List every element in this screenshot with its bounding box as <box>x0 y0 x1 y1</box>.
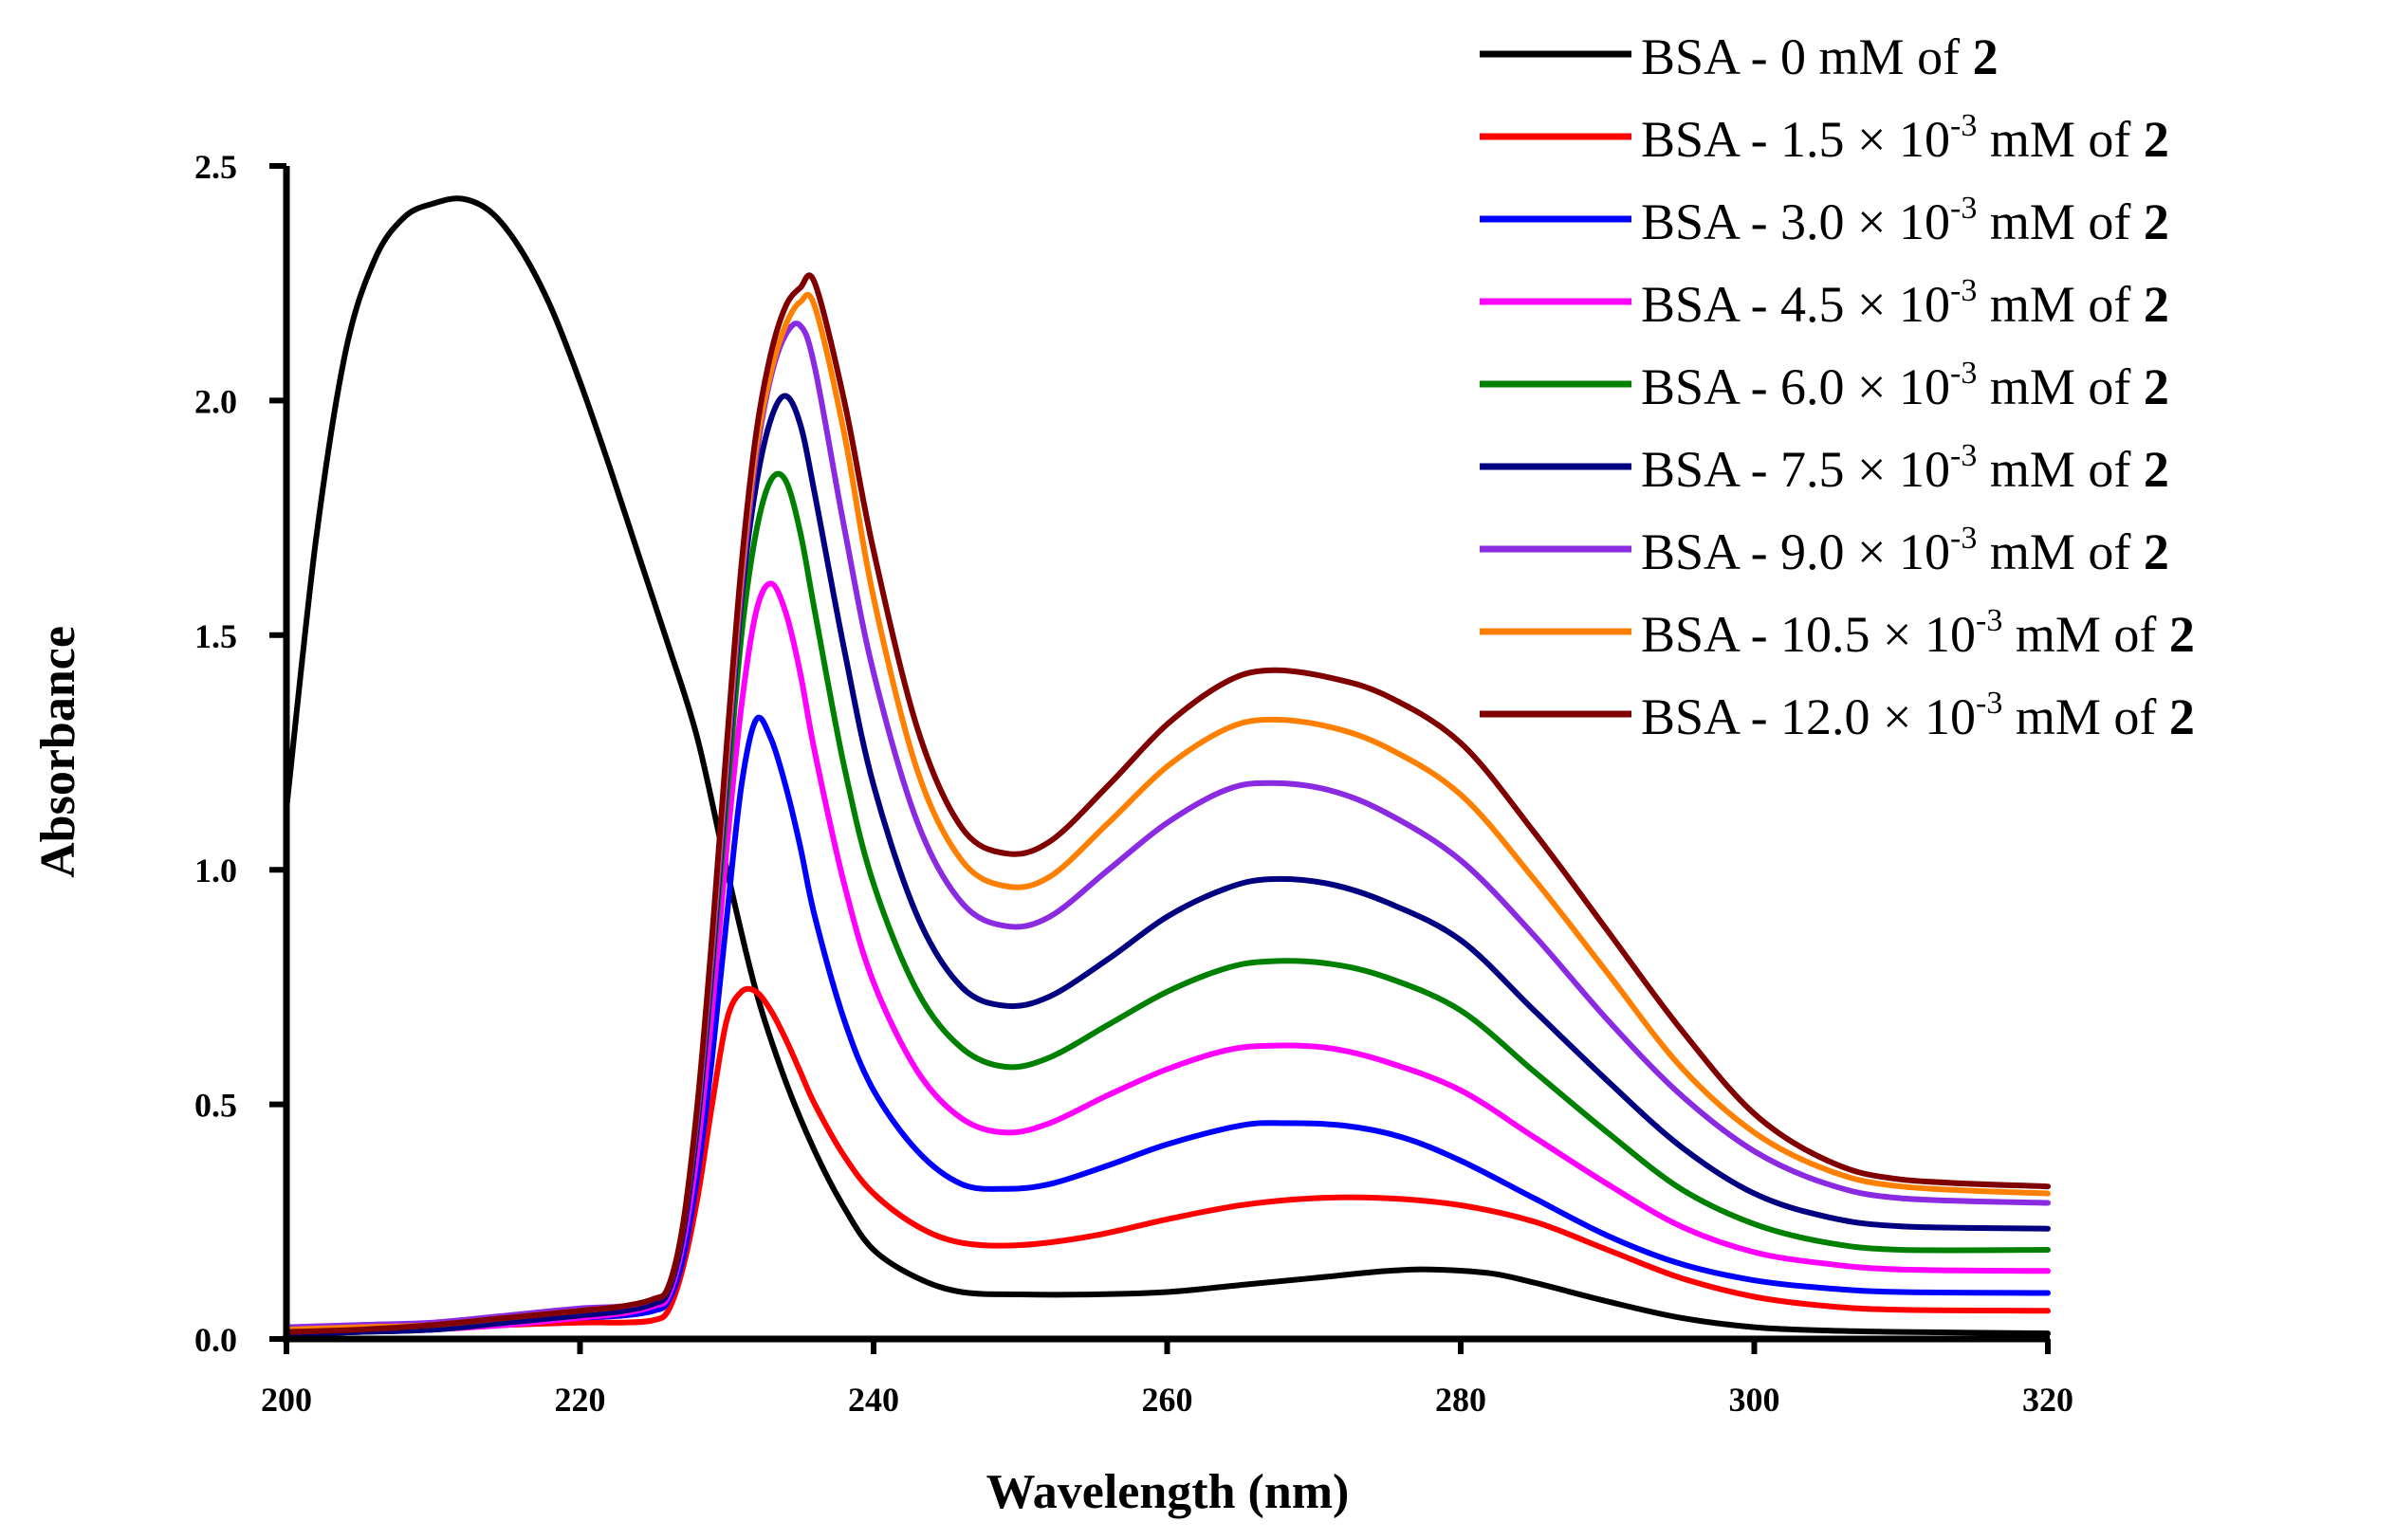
legend-label-prefix: BSA - 10.5 × 10 <box>1641 606 1976 663</box>
legend-label-2: BSA - 3.0 × 10-3 mM of 2 <box>1641 191 2169 250</box>
y-axis-title: Absorbance <box>31 626 85 878</box>
legend-label-compound: 2 <box>2144 111 2169 168</box>
legend-label-exponent: -3 <box>1950 438 1977 473</box>
legend-label-prefix: BSA - 1.5 × 10 <box>1641 111 1950 168</box>
legend-label-prefix: BSA - 3.0 × 10 <box>1641 193 1950 250</box>
legend-label-prefix: BSA - 0 mM of <box>1641 28 1973 85</box>
legend-label-exponent: -3 <box>1950 356 1977 391</box>
legend-label-exponent: -3 <box>1950 521 1977 556</box>
legend-label-exponent: -3 <box>1950 191 1977 226</box>
legend-label-0: BSA - 0 mM of 2 <box>1641 28 1999 85</box>
legend-label-compound: 2 <box>2169 606 2195 663</box>
legend-label-compound: 2 <box>2144 441 2169 498</box>
series-line-0 <box>284 195 2051 1337</box>
legend-label-suffix: mM of <box>1977 441 2144 498</box>
legend-label-prefix: BSA - 12.0 × 10 <box>1641 688 1976 745</box>
legend-label-suffix: mM of <box>1977 358 2144 415</box>
legend-label-1: BSA - 1.5 × 10-3 mM of 2 <box>1641 108 2169 168</box>
legend-label-4: BSA - 6.0 × 10-3 mM of 2 <box>1641 356 2169 415</box>
x-tick-label: 300 <box>1729 1381 1780 1419</box>
y-tick-label: 2.5 <box>194 148 237 186</box>
y-tick-label: 2.0 <box>194 382 237 420</box>
legend-label-prefix: BSA - 9.0 × 10 <box>1641 523 1950 580</box>
legend-label-suffix: mM of <box>1977 111 2144 168</box>
legend-label-prefix: BSA - 7.5 × 10 <box>1641 441 1950 498</box>
legend-label-6: BSA - 9.0 × 10-3 mM of 2 <box>1641 521 2169 580</box>
legend-label-compound: 2 <box>1973 28 1999 85</box>
legend-label-7: BSA - 10.5 × 10-3 mM of 2 <box>1641 603 2195 663</box>
series-line-2 <box>284 714 2051 1333</box>
y-tick-label: 1.0 <box>194 852 237 889</box>
legend-label-exponent: -3 <box>1950 108 1977 143</box>
y-tick-label: 0.5 <box>194 1087 237 1125</box>
legend-label-3: BSA - 4.5 × 10-3 mM of 2 <box>1641 273 2169 333</box>
plot-lines <box>284 195 2051 1338</box>
legend-label-prefix: BSA - 4.5 × 10 <box>1641 276 1950 333</box>
x-ticks: 200 220 240 260 280 300 320 <box>261 1339 2073 1419</box>
legend-label-suffix: mM of <box>1977 276 2144 333</box>
y-tick-label: 0.0 <box>194 1321 237 1359</box>
legend-label-compound: 2 <box>2169 688 2195 745</box>
legend-label-compound: 2 <box>2144 276 2169 333</box>
legend-label-prefix: BSA - 6.0 × 10 <box>1641 358 1950 415</box>
legend-label-exponent: -3 <box>1976 603 2002 638</box>
x-tick-label: 200 <box>261 1381 312 1419</box>
legend-label-8: BSA - 12.0 × 10-3 mM of 2 <box>1641 686 2195 745</box>
legend-label-compound: 2 <box>2144 358 2169 415</box>
legend-label-exponent: -3 <box>1976 686 2002 721</box>
x-tick-label: 260 <box>1142 1381 1193 1419</box>
legend-label-suffix: mM of <box>2002 606 2169 663</box>
x-tick-label: 240 <box>848 1381 899 1419</box>
legend-label-suffix: mM of <box>1977 193 2144 250</box>
legend-label-suffix: mM of <box>1977 523 2144 580</box>
legend-label-suffix: mM of <box>2002 688 2169 745</box>
x-tick-label: 320 <box>2022 1381 2073 1419</box>
legend-label-compound: 2 <box>2144 193 2169 250</box>
x-tick-label: 220 <box>555 1381 606 1419</box>
x-tick-label: 280 <box>1435 1381 1486 1419</box>
y-ticks: 0.0 0.5 1.0 1.5 2.0 2.5 <box>194 148 286 1359</box>
legend-label-exponent: -3 <box>1950 273 1977 308</box>
legend-label-compound: 2 <box>2144 523 2169 580</box>
legend-label-5: BSA - 7.5 × 10-3 mM of 2 <box>1641 438 2169 498</box>
x-axis-title: Wavelength (nm) <box>986 1465 1350 1519</box>
series-line-1 <box>284 985 2051 1333</box>
y-tick-label: 1.5 <box>194 617 237 655</box>
series-line-8 <box>284 272 2051 1335</box>
